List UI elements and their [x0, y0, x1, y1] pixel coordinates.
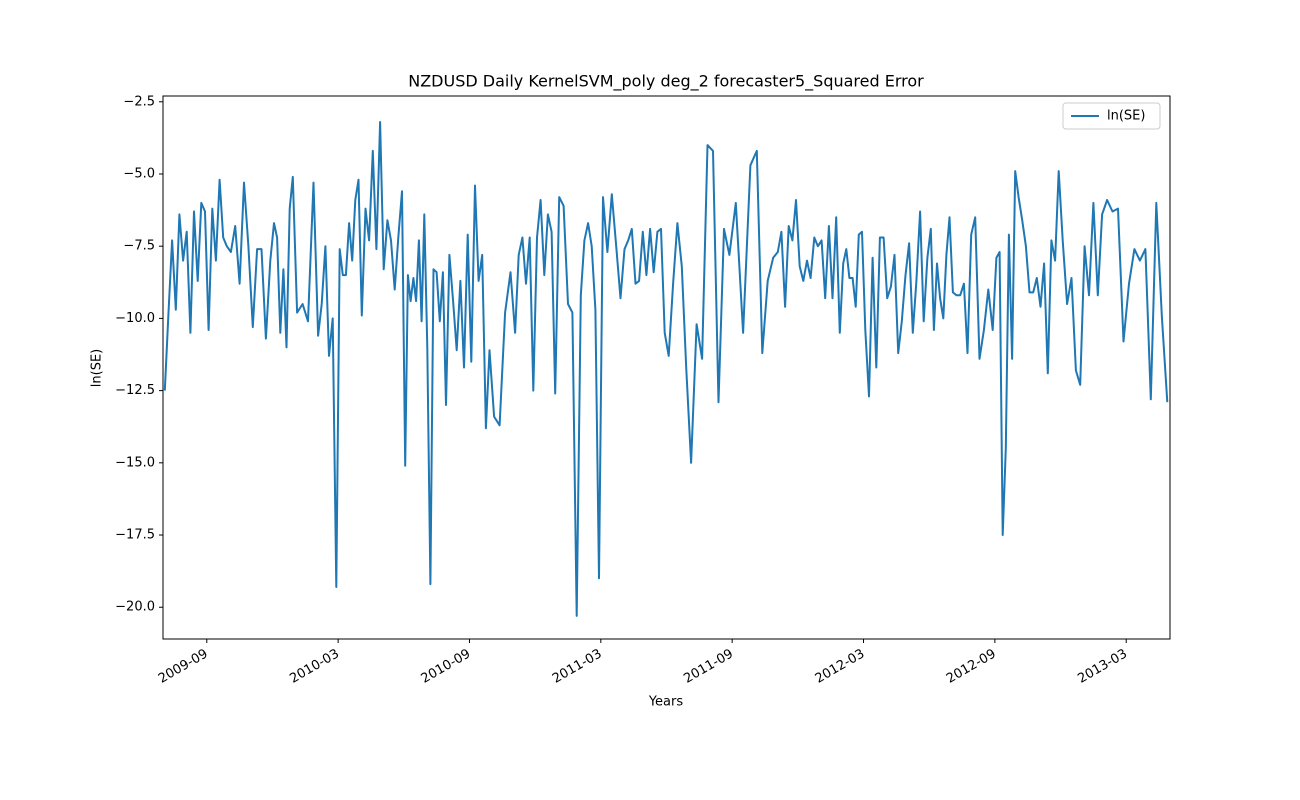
legend-box: [1062, 102, 1161, 130]
x-tick-label: 2012-03: [813, 647, 868, 687]
y-axis-label: ln(SE): [90, 349, 105, 387]
y-tick-label: −20.0: [115, 600, 155, 615]
legend-label: ln(SE): [1107, 109, 1145, 124]
x-tick-label: 2010-03: [287, 647, 342, 687]
data-line: [163, 121, 1169, 617]
chart-title: NZDUSD Daily KernelSVM_poly deg_2 foreca…: [408, 72, 924, 92]
y-tick-label: −5.0: [123, 166, 155, 181]
y-tick-label: −2.5: [123, 94, 155, 109]
x-tick-label: 2012-09: [944, 647, 999, 687]
x-tick-label: 2011-09: [681, 647, 736, 687]
x-axis-label: Years: [648, 695, 684, 710]
y-tick-label: −7.5: [123, 239, 155, 254]
x-tick-label: 2013-03: [1075, 647, 1130, 687]
y-tick-label: −17.5: [115, 528, 155, 543]
x-tick-label: 2011-03: [550, 647, 605, 687]
y-tick-label: −10.0: [115, 311, 155, 326]
plot-frame: [162, 95, 1171, 640]
y-tick-label: −12.5: [115, 383, 155, 398]
x-tick-label: 2009-09: [156, 647, 211, 687]
x-tick-label: 2010-09: [419, 647, 474, 687]
y-tick-label: −15.0: [115, 455, 155, 470]
